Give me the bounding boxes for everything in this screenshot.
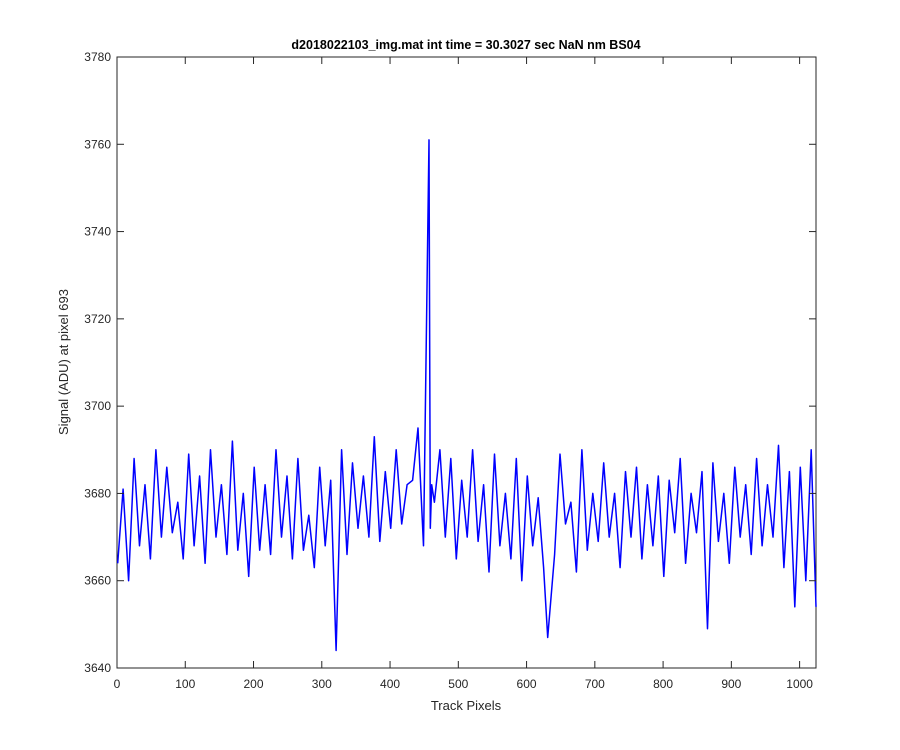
y-tick-label: 3720 xyxy=(84,312,111,326)
y-tick-label: 3680 xyxy=(84,486,111,500)
chart-title: d2018022103_img.mat int time = 30.3027 s… xyxy=(291,38,640,52)
x-tick-label: 100 xyxy=(175,677,195,691)
y-tick-label: 3740 xyxy=(84,225,111,239)
x-tick-label: 0 xyxy=(114,677,121,691)
x-axis-label: Track Pixels xyxy=(431,698,502,713)
y-tick-label: 3780 xyxy=(84,50,111,64)
y-axis-label: Signal (ADU) at pixel 693 xyxy=(56,289,71,435)
axes-box xyxy=(116,56,817,669)
series-line-0 xyxy=(116,139,817,652)
x-tick-label: 200 xyxy=(244,677,264,691)
y-tick-label: 3760 xyxy=(84,137,111,151)
x-tick-label: 900 xyxy=(721,677,741,691)
y-tick-label: 3640 xyxy=(84,661,111,675)
series-layer xyxy=(116,139,817,652)
x-tick-label: 400 xyxy=(380,677,400,691)
tick-layer: 0 100 200 300 400 500 600 700 800 900 1000 3640 3660… xyxy=(84,50,816,691)
x-tick-label: 800 xyxy=(653,677,673,691)
x-tick-label: 700 xyxy=(585,677,605,691)
x-tick-label: 500 xyxy=(448,677,468,691)
x-tick-label: 1000 xyxy=(786,677,813,691)
plot-area: 0 100 200 300 400 500 600 700 800 900 1000 3640 3660… xyxy=(84,50,817,691)
y-tick-label: 3660 xyxy=(84,574,111,588)
x-tick-label: 600 xyxy=(517,677,537,691)
x-tick-label: 300 xyxy=(312,677,332,691)
y-tick-label: 3700 xyxy=(84,399,111,413)
